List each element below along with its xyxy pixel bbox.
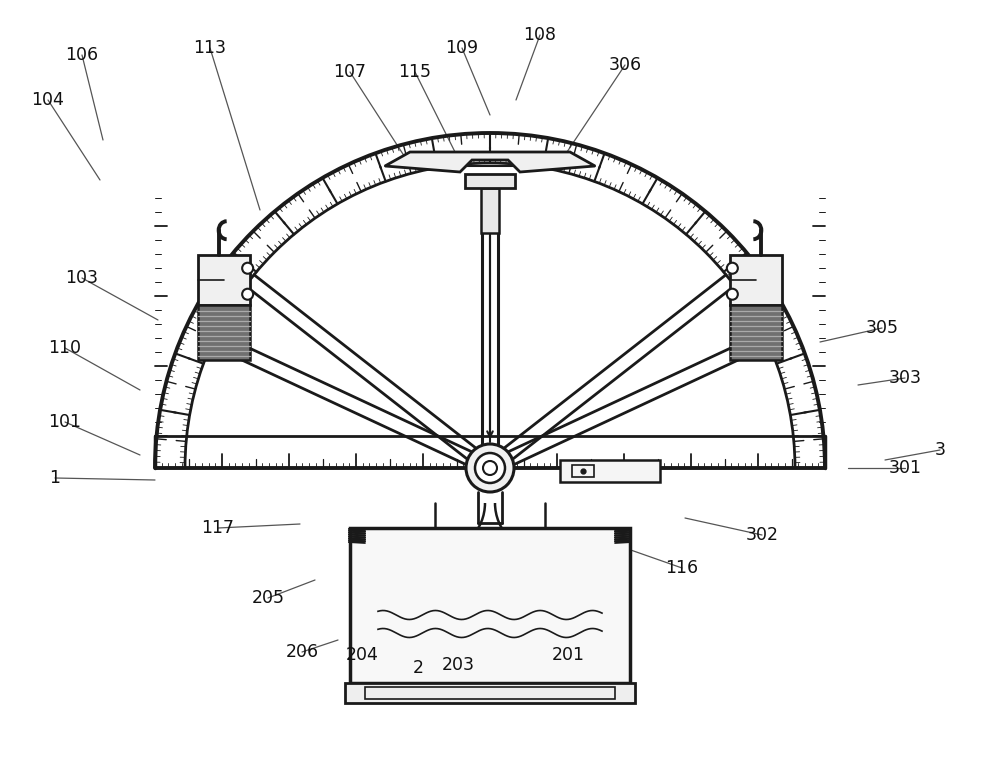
Text: 2: 2 — [413, 659, 424, 677]
Text: 117: 117 — [202, 519, 234, 537]
Text: 109: 109 — [445, 39, 479, 57]
Bar — [198, 255, 250, 305]
Text: 104: 104 — [32, 91, 64, 109]
Text: 204: 204 — [346, 646, 378, 664]
Text: 115: 115 — [398, 63, 432, 81]
Text: 302: 302 — [746, 526, 778, 544]
Bar — [345, 683, 635, 703]
Text: 206: 206 — [285, 643, 319, 661]
Text: 110: 110 — [48, 339, 82, 357]
Bar — [465, 174, 515, 188]
Bar — [730, 255, 782, 305]
Text: 113: 113 — [194, 39, 226, 57]
Bar — [350, 528, 630, 683]
Text: 201: 201 — [552, 646, 584, 664]
Text: 1: 1 — [50, 469, 60, 487]
Text: 103: 103 — [66, 269, 98, 287]
Circle shape — [475, 453, 505, 483]
Text: 116: 116 — [665, 559, 699, 577]
Text: 108: 108 — [524, 26, 556, 44]
Bar — [560, 460, 660, 482]
Text: 306: 306 — [608, 56, 642, 74]
Polygon shape — [385, 152, 595, 172]
Bar — [730, 305, 782, 360]
Circle shape — [466, 444, 514, 492]
Text: 106: 106 — [65, 46, 99, 64]
Circle shape — [727, 263, 738, 274]
Bar — [481, 188, 499, 233]
Text: 305: 305 — [866, 319, 898, 337]
Text: 203: 203 — [442, 656, 475, 674]
Circle shape — [242, 289, 253, 300]
Bar — [198, 305, 250, 360]
Bar — [365, 687, 615, 699]
Text: 303: 303 — [889, 369, 922, 387]
Bar — [572, 465, 594, 477]
Text: 101: 101 — [48, 413, 82, 431]
Text: 301: 301 — [889, 459, 922, 477]
Text: 107: 107 — [334, 63, 366, 81]
Text: 205: 205 — [252, 589, 285, 607]
Text: 3: 3 — [934, 441, 946, 459]
Circle shape — [242, 263, 253, 274]
Circle shape — [727, 289, 738, 300]
